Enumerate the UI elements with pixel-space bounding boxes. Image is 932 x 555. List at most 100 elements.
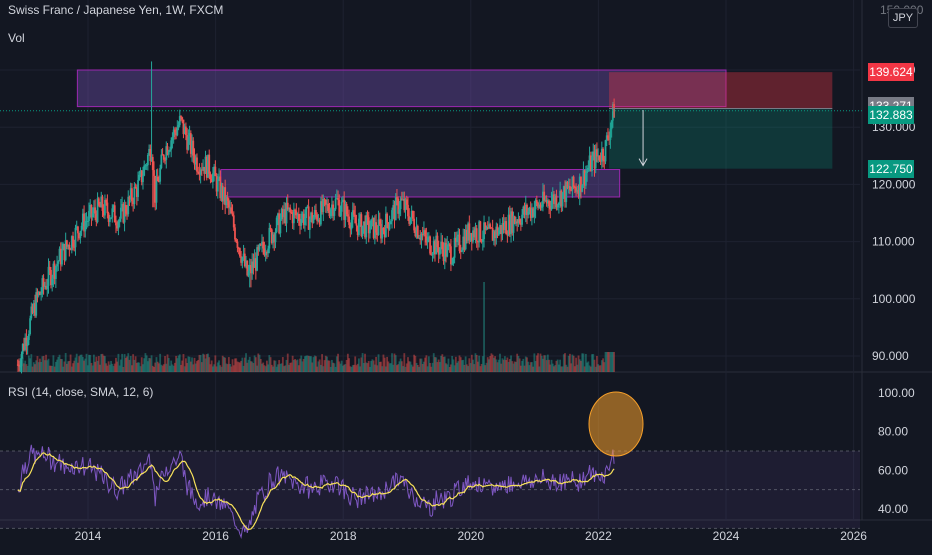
currency-badge[interactable]: JPY (888, 8, 918, 28)
candle-body (65, 240, 68, 247)
candle-body (246, 260, 249, 276)
volume-bar (175, 355, 177, 372)
candle-body (19, 366, 22, 368)
volume-bar (424, 357, 427, 372)
candle-body (61, 250, 63, 265)
volume-bar (441, 354, 444, 372)
volume-bar (572, 355, 575, 372)
candle-body (192, 140, 195, 156)
volume-legend[interactable]: Vol (8, 31, 25, 45)
volume-bar (72, 363, 74, 372)
candle-body (378, 219, 381, 224)
candle-body (154, 175, 157, 203)
volume-bar (464, 356, 467, 372)
volume-bar (183, 366, 186, 372)
volume-bar (105, 363, 108, 372)
candle-body (356, 225, 359, 236)
candle-body (389, 221, 392, 225)
candle-body (63, 243, 66, 261)
candle-body (54, 266, 57, 279)
volume-bar (150, 355, 153, 372)
volume-bar (492, 357, 495, 372)
volume-bar (565, 364, 568, 372)
volume-bar (299, 358, 301, 372)
volume-bar (365, 362, 368, 372)
volume-bar (96, 360, 99, 372)
candle-body (224, 187, 227, 206)
candle-body (263, 248, 266, 256)
candle-body (555, 195, 558, 208)
candle-body (223, 187, 225, 202)
candle-body (332, 204, 335, 216)
target-price-tag: 122.750 (868, 159, 914, 178)
volume-bar (321, 354, 323, 372)
candle-body (196, 157, 198, 172)
volume-bar (30, 354, 33, 372)
candle-body (599, 160, 602, 162)
volume-bar (575, 357, 577, 372)
volume-bar (270, 364, 273, 372)
volume-bar (404, 366, 407, 372)
candle-body (289, 207, 292, 213)
volume-bar (37, 362, 40, 372)
volume-bar (159, 353, 162, 372)
volume-bar (291, 355, 294, 372)
volume-bar (171, 364, 174, 372)
candle-body (479, 221, 482, 241)
candle-body (494, 231, 496, 238)
candle-body (543, 191, 546, 201)
candle-body (248, 265, 251, 271)
candle-body (438, 248, 441, 255)
candle-body (475, 228, 478, 242)
candle-body (110, 217, 112, 219)
candle-body (156, 176, 159, 182)
volume-bar (474, 353, 477, 372)
volume-bar (138, 362, 141, 372)
volume-bar (313, 355, 316, 372)
candle-body (324, 199, 327, 205)
volume-bar (256, 365, 258, 372)
candle-body (501, 222, 504, 235)
volume-bar (42, 355, 45, 372)
volume-bar (484, 365, 487, 372)
price-tick-label: 100.000 (872, 292, 916, 306)
candle-body (57, 261, 60, 264)
candle-body (596, 149, 598, 157)
volume-bar (369, 366, 371, 372)
volume-bar (495, 359, 498, 372)
candle-body (272, 234, 274, 243)
candle-body (243, 253, 246, 267)
volume-bar (413, 354, 416, 372)
volume-bar (419, 358, 422, 372)
candle-body (177, 125, 180, 129)
candle-body (572, 176, 575, 187)
volume-bar (191, 357, 193, 372)
volume-bar (389, 363, 392, 372)
volume-bar (297, 365, 300, 372)
volume-bar (586, 362, 589, 372)
volume-bar (180, 364, 182, 372)
candle-body (454, 237, 457, 243)
volume-bar (212, 366, 214, 372)
candle-body (400, 198, 403, 200)
candle-body (319, 201, 322, 225)
candle-body (214, 166, 217, 177)
volume-bar (65, 363, 68, 372)
volume-bar (332, 362, 335, 372)
volume-bar (119, 359, 122, 372)
volume-bar (129, 356, 132, 372)
volume-bar (534, 360, 537, 372)
candle-body (593, 151, 596, 169)
candle-body (237, 247, 240, 249)
rsi-panel (0, 391, 860, 539)
rsi-legend[interactable]: RSI (14, close, SMA, 12, 6) (8, 385, 154, 399)
volume-bar (605, 352, 608, 372)
volume-bar (322, 366, 325, 372)
volume-bar (346, 353, 349, 372)
volume-bar (315, 356, 317, 372)
candle-body (554, 195, 557, 205)
symbol-legend[interactable]: Swiss Franc / Japanese Yen, 1W, FXCM (8, 3, 224, 17)
volume-bar (110, 360, 112, 372)
